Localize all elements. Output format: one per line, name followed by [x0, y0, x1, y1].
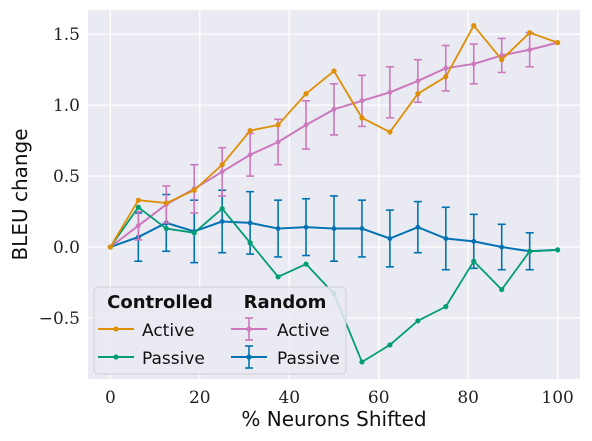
y-tick-label: 1.0 [53, 96, 80, 116]
data-point [331, 68, 337, 74]
legend-label-random-active: Active [277, 321, 330, 341]
data-point [135, 197, 141, 203]
data-point [275, 274, 281, 280]
data-point [135, 204, 141, 210]
data-point [527, 30, 533, 36]
data-point [471, 258, 477, 264]
x-tick-label: 80 [457, 388, 479, 408]
x-tick-labels: 0 20 40 60 80 100 [105, 388, 574, 408]
y-tick-label: 1.5 [53, 25, 80, 45]
data-point [499, 286, 505, 293]
legend-marker-random-active [231, 317, 267, 341]
legend-marker-controlled-passive [98, 354, 134, 360]
legend-title-random: Random [244, 292, 327, 313]
legend-label-controlled-active: Active [142, 321, 195, 341]
legend-label-random-passive: Passive [277, 349, 340, 369]
data-point [387, 89, 393, 95]
data-point [387, 236, 393, 241]
legend-title-controlled: Controlled [107, 292, 213, 313]
data-point [359, 226, 365, 231]
y-tick-label: 0.5 [53, 167, 80, 187]
data-point [135, 223, 141, 229]
data-point [275, 226, 281, 231]
data-point [443, 236, 449, 241]
data-point [471, 238, 477, 244]
data-point [303, 261, 309, 267]
data-point [163, 225, 169, 232]
data-point [527, 47, 533, 53]
legend-box [93, 286, 347, 375]
data-point [247, 152, 253, 158]
data-point [359, 115, 365, 121]
data-point [247, 220, 253, 226]
legend: Controlled Random Active Passive Active … [93, 286, 347, 375]
data-point [163, 200, 169, 206]
data-point [247, 128, 253, 134]
legend-marker-controlled-active [98, 326, 134, 332]
data-point [415, 224, 421, 230]
data-point [303, 91, 309, 97]
data-point [107, 244, 113, 250]
y-tick-label: −0.5 [39, 309, 80, 329]
x-tick-label: 60 [368, 388, 390, 408]
data-point [443, 304, 449, 310]
x-tick-label: 0 [105, 388, 116, 408]
legend-dot [113, 326, 119, 332]
x-axis-label: % Neurons Shifted [241, 407, 426, 431]
y-axis-label: BLEU change [8, 128, 32, 260]
data-point [471, 23, 477, 29]
data-point [331, 226, 337, 231]
data-point [275, 139, 281, 145]
data-point [359, 359, 365, 365]
data-point [387, 129, 393, 135]
data-point [415, 91, 421, 97]
data-point [359, 98, 365, 104]
y-tick-labels: −0.5 0.0 0.5 1.0 1.5 [39, 25, 80, 329]
series-controlled-active [107, 23, 561, 250]
legend-marker-random-passive [231, 345, 267, 369]
data-point [219, 219, 225, 224]
data-point [387, 342, 393, 348]
data-point [191, 187, 197, 193]
data-point [219, 169, 225, 175]
data-point [415, 78, 421, 84]
data-point [275, 122, 281, 128]
x-tick-label: 20 [189, 388, 211, 408]
data-point [415, 318, 421, 324]
data-point [219, 162, 225, 168]
data-point [331, 106, 337, 112]
data-point [471, 61, 477, 67]
data-point [191, 230, 197, 236]
legend-dot [113, 354, 119, 360]
data-point [527, 248, 533, 254]
y-tick-label: 0.0 [53, 238, 80, 258]
data-point [303, 224, 309, 230]
data-point [499, 53, 505, 58]
data-point [247, 240, 253, 246]
x-tick-label: 40 [278, 388, 300, 408]
legend-label-controlled-passive: Passive [142, 349, 205, 369]
data-point [443, 74, 449, 80]
data-point [303, 122, 309, 128]
data-point [499, 244, 505, 250]
data-point [555, 247, 561, 253]
x-tick-label: 100 [541, 388, 573, 408]
data-point [219, 206, 225, 212]
data-point [555, 40, 561, 46]
data-point [443, 65, 449, 71]
data-point [499, 57, 505, 63]
